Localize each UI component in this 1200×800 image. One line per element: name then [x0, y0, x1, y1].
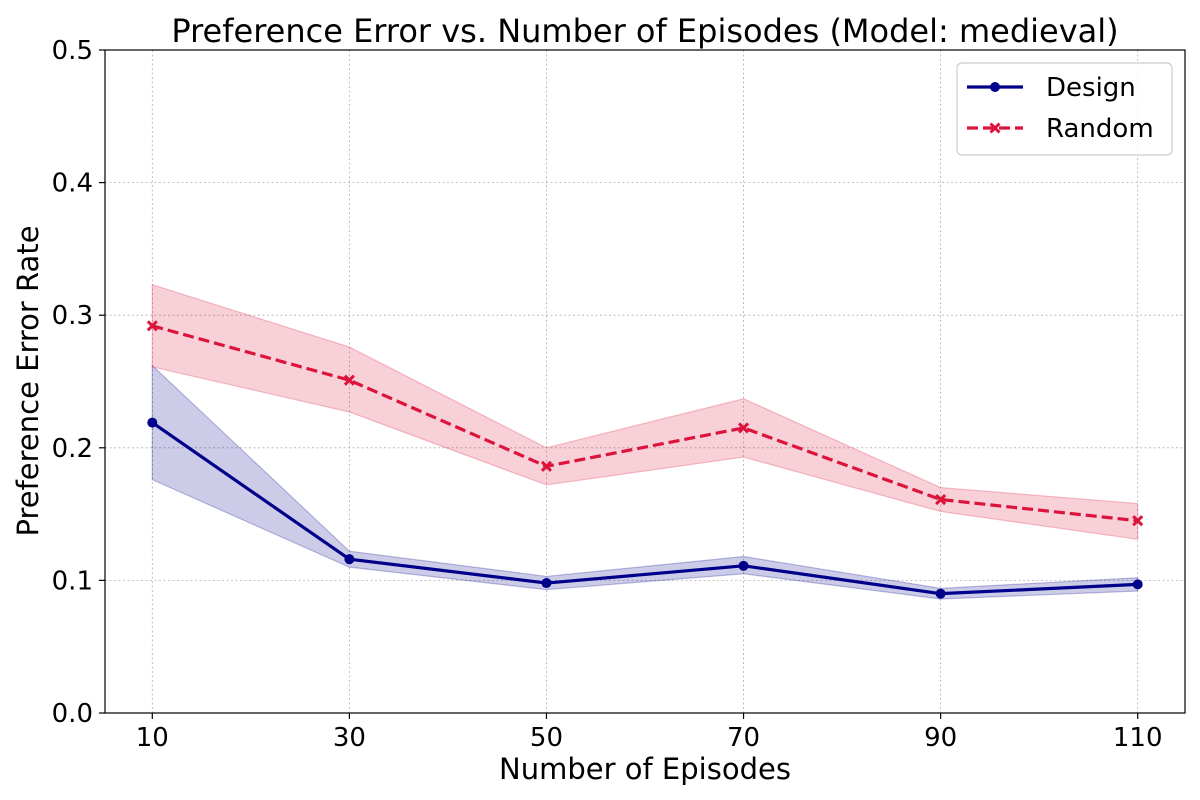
legend-random-marker [989, 122, 1001, 134]
design-confidence-band [151, 364, 1139, 600]
legend-design-marker [990, 82, 1000, 92]
design-point [147, 417, 158, 428]
random-point [540, 460, 553, 472]
confidence-bands [151, 283, 1139, 600]
y-tick-label: 0.5 [52, 36, 93, 66]
random-series-line [151, 324, 1138, 523]
random-point [935, 493, 947, 506]
series-lines [151, 324, 1138, 596]
y-tick-label: 0.2 [52, 434, 93, 464]
y-tick-label: 0.0 [52, 699, 93, 729]
random-confidence-band [151, 283, 1139, 540]
random-point [1132, 515, 1144, 527]
x-tick-label: 30 [333, 723, 366, 753]
plot-frame [104, 49, 1186, 714]
x-axis-label: Number of Episodes [499, 752, 791, 786]
x-tick-label: 10 [136, 723, 169, 753]
y-tick-label: 0.1 [52, 566, 93, 596]
random-point [737, 422, 750, 434]
axis-ticks: 10 30 50 70 90 110 0.0 0.1 0.2 0.3 0.4 0.5 [52, 36, 1163, 753]
x-tick-label: 50 [530, 723, 563, 753]
series-markers [146, 320, 1144, 599]
design-point [344, 554, 355, 565]
x-tick-label: 110 [1113, 723, 1163, 753]
y-tick-label: 0.4 [52, 169, 93, 199]
design-point [541, 578, 552, 589]
y-axis-label: Preference Error Rate [11, 225, 45, 536]
design-point [738, 560, 749, 571]
legend: Design Random [956, 62, 1173, 156]
random-point [343, 374, 355, 386]
design-series-line [151, 421, 1138, 596]
y-tick-label: 0.3 [52, 301, 93, 331]
chart-title: Preference Error vs. Number of Episodes … [171, 12, 1118, 50]
design-point [1132, 579, 1143, 590]
x-tick-label: 90 [924, 723, 957, 753]
design-point [935, 588, 946, 599]
legend-design-label: Design [1046, 73, 1136, 103]
legend-random-label: Random [1046, 114, 1154, 144]
random-point [146, 320, 158, 332]
x-tick-label: 70 [727, 723, 760, 753]
